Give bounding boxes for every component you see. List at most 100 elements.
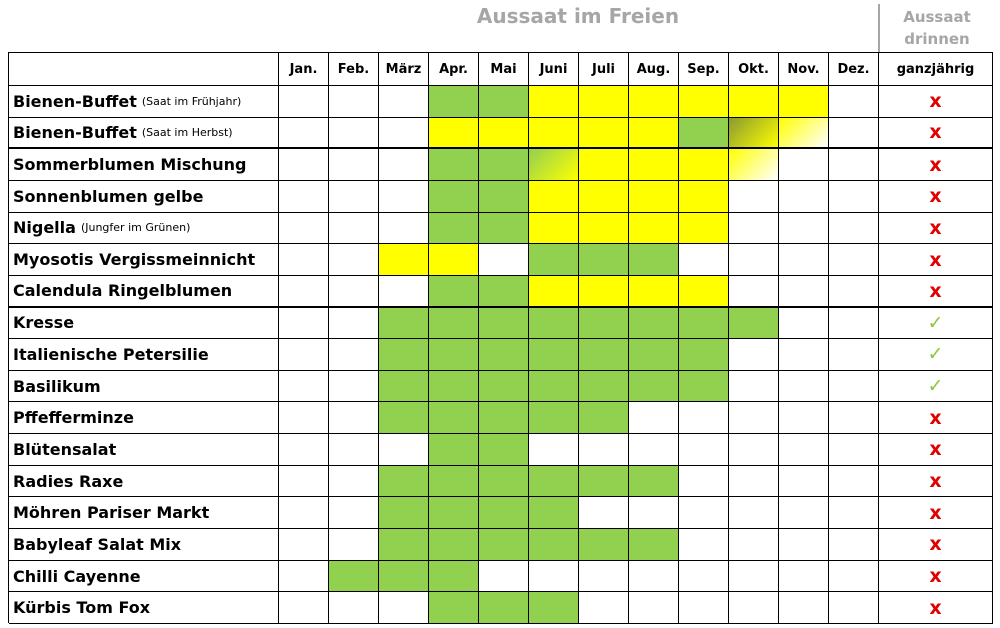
month-cell [329,370,379,403]
month-cell [429,370,479,403]
month-cell [279,212,329,245]
month-cell [629,307,679,340]
month-cell [679,370,729,403]
month-cell [479,86,529,118]
month-cell [329,339,379,371]
month-cell [429,149,479,181]
month-cell [629,497,679,530]
month-cell [429,180,479,213]
indoor-mark: ✓ [927,375,944,398]
month-cell [279,560,329,593]
month-cell [479,180,529,213]
divider [878,4,880,52]
month-cell [779,592,829,624]
row-label: Möhren Pariser Markt [9,497,279,530]
month-cell [429,497,479,530]
month-cell [779,275,829,308]
month-cell [379,370,429,403]
month-cell [279,370,329,403]
month-cell [379,149,429,181]
month-cell [679,560,729,593]
month-header: Juni [529,53,579,86]
indoor-cell: x [879,560,993,593]
month-cell [629,244,679,276]
month-cell [329,402,379,435]
month-cell [279,592,329,624]
plant-name: Calendula Ringelblumen [13,281,233,301]
month-header: Juli [579,53,629,86]
indoor-mark: x [929,533,942,556]
plant-name: Sommerblumen Mischung [13,155,247,175]
month-cell [679,465,729,498]
plant-name: Möhren Pariser Markt [13,503,210,523]
month-cell [579,434,629,466]
month-cell [679,149,729,181]
month-cell [629,180,679,213]
month-cell [329,465,379,498]
month-cell [779,117,829,150]
plant-name: Basilikum [13,376,101,396]
month-cell [729,592,779,624]
row-label: Blütensalat [9,434,279,466]
month-cell [829,592,879,624]
month-cell [829,212,879,245]
month-cell [629,86,679,118]
month-cell [829,529,879,561]
month-cell [829,275,879,308]
month-cell [679,529,729,561]
indoor-mark: x [929,501,942,524]
month-cell [279,180,329,213]
month-cell [829,560,879,593]
month-cell [779,402,829,435]
month-cell [479,339,529,371]
month-cell [729,86,779,118]
month-cell [729,402,779,435]
month-cell [679,180,729,213]
month-cell [379,244,429,276]
month-cell [429,592,479,624]
indoor-title-line: Aussaat [903,8,971,26]
month-cell [529,592,579,624]
month-cell [829,497,879,530]
plant-name: Myosotis Vergissmeinnicht [13,250,256,270]
month-cell [779,244,829,276]
month-cell [779,212,829,245]
indoor-cell: x [879,180,993,213]
month-cell [379,529,429,561]
month-cell [729,529,779,561]
row-label: Sonnenblumen gelbe [9,180,279,213]
month-cell [429,339,479,371]
month-cell [279,275,329,308]
indoor-cell: x [879,434,993,466]
month-header: Aug. [629,53,679,86]
month-cell [829,244,879,276]
month-cell [579,592,629,624]
month-cell [279,434,329,466]
month-header: März [379,53,429,86]
indoor-mark: x [929,596,942,619]
month-cell [829,180,879,213]
month-cell [679,275,729,308]
month-cell [579,117,629,150]
month-cell [279,117,329,150]
indoor-cell: x [879,402,993,435]
month-cell [729,497,779,530]
month-cell [429,434,479,466]
month-cell [379,497,429,530]
indoor-mark: x [929,438,942,461]
month-cell [329,434,379,466]
plant-name: Babyleaf Salat Mix [13,534,182,554]
month-cell [729,465,779,498]
indoor-cell: x [879,117,993,150]
month-header: Mai [479,53,529,86]
plant-name: Pffefferminze [13,408,134,428]
month-cell [529,117,579,150]
month-cell [429,86,479,118]
month-cell [329,244,379,276]
month-cell [529,86,579,118]
month-cell [429,244,479,276]
month-cell [429,117,479,150]
month-cell [279,307,329,340]
month-cell [729,117,779,150]
